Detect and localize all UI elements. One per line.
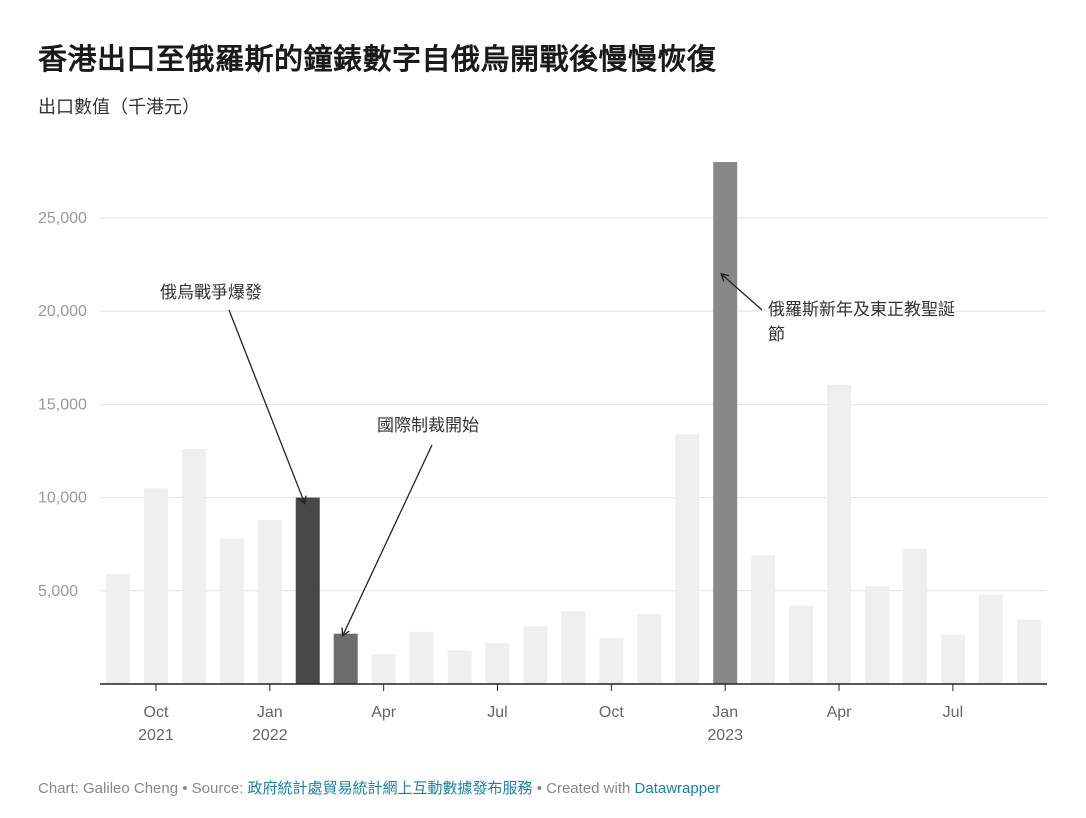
footer: Chart: Galileo Cheng • Source: 政府統計處貿易統計… xyxy=(38,777,720,798)
bar xyxy=(789,605,814,684)
x-tick-label: Apr xyxy=(827,704,853,721)
bar xyxy=(447,650,472,684)
bar xyxy=(827,384,852,684)
source-link[interactable]: 政府統計處貿易統計網上互動數據發布服務 xyxy=(247,780,533,797)
bar xyxy=(865,586,889,684)
datawrapper-link[interactable]: Datawrapper xyxy=(634,780,721,797)
bar xyxy=(143,488,168,684)
x-tick-year-label: 2021 xyxy=(138,727,174,744)
annotation-label: 俄羅斯新年及東正教聖誕 xyxy=(768,300,955,320)
bar xyxy=(523,626,548,684)
x-tick-year-label: 2022 xyxy=(252,727,288,744)
axes: Oct 2021 Jan 2022 Apr Jul Oct Jan 2023 Apr Jul xyxy=(100,683,1047,744)
bar xyxy=(181,449,206,684)
bars xyxy=(106,162,1041,684)
x-tick-label: Jul xyxy=(487,704,507,721)
bar xyxy=(257,519,282,684)
annotation-arrow xyxy=(720,272,763,311)
bar xyxy=(409,631,434,684)
bar xyxy=(295,497,320,684)
annotation-arrow xyxy=(228,309,307,505)
x-tick-label: Oct xyxy=(144,704,169,721)
bar xyxy=(333,633,358,684)
annotation-label: 國際制裁開始 xyxy=(377,416,479,436)
bar xyxy=(219,538,244,684)
bar xyxy=(637,614,662,684)
x-tick-label: Oct xyxy=(599,704,624,721)
bar xyxy=(902,548,927,684)
chart-subtitle: 出口數值（千港元） xyxy=(38,97,200,118)
bar xyxy=(751,555,776,684)
bar xyxy=(106,574,130,684)
x-tick-label: Apr xyxy=(371,704,397,721)
x-tick-year-label: 2023 xyxy=(707,727,743,744)
annotation-label: 節 xyxy=(768,325,785,345)
y-tick-label: 25,000 xyxy=(38,210,87,227)
gridlines: 5,000 10,000 15,000 20,000 25,000 xyxy=(38,210,1047,600)
x-tick-label: Jan xyxy=(257,704,283,721)
annotation-arrow xyxy=(341,444,433,637)
x-tick-label: Jul xyxy=(943,704,963,721)
x-tick-label: Jan xyxy=(712,704,738,721)
y-tick-label: 20,000 xyxy=(38,303,87,320)
y-tick-label: 15,000 xyxy=(38,396,87,413)
chart-title: 香港出口至俄羅斯的鐘錶數字自俄烏開戰後慢慢恢復 xyxy=(38,42,717,76)
bar xyxy=(675,434,700,684)
annotation-label: 俄烏戰爭爆發 xyxy=(160,283,262,303)
bar xyxy=(713,162,738,684)
y-tick-label: 10,000 xyxy=(38,490,87,507)
bar xyxy=(940,634,965,684)
bar xyxy=(371,654,396,684)
bar xyxy=(561,611,586,684)
footer-created: • Created with xyxy=(532,780,635,797)
bar xyxy=(599,638,624,684)
bar xyxy=(485,642,510,684)
y-tick-label: 5,000 xyxy=(38,583,78,600)
bar xyxy=(978,594,1003,684)
footer-credit: Chart: Galileo Cheng • Source: xyxy=(38,780,248,797)
bar xyxy=(1016,619,1041,684)
